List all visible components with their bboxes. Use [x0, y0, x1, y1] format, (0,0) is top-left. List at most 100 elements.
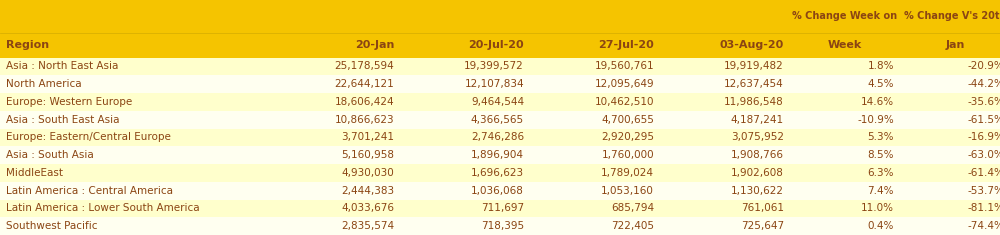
Bar: [0, 182, 270, 200]
Bar: [0, 129, 270, 146]
Text: 4,033,676: 4,033,676: [341, 203, 394, 213]
Bar: [660, 93, 790, 111]
Bar: [270, 129, 400, 146]
Bar: [400, 33, 530, 58]
Bar: [900, 200, 1000, 217]
Text: -63.0%: -63.0%: [967, 150, 1000, 160]
Bar: [270, 164, 400, 182]
Bar: [900, 146, 1000, 164]
Text: 10,462,510: 10,462,510: [594, 97, 654, 107]
Bar: [400, 146, 530, 164]
Bar: [530, 146, 660, 164]
Bar: [530, 217, 660, 235]
Text: -44.2%: -44.2%: [967, 79, 1000, 89]
Bar: [900, 93, 1000, 111]
Bar: [900, 58, 1000, 75]
Bar: [660, 217, 790, 235]
Text: Jan: Jan: [945, 40, 965, 50]
Text: North America: North America: [6, 79, 82, 89]
Bar: [270, 217, 400, 235]
Text: 1,902,608: 1,902,608: [731, 168, 784, 178]
Text: 761,061: 761,061: [741, 203, 784, 213]
Bar: [0, 164, 270, 182]
Bar: [530, 200, 660, 217]
Text: % Change V's 20th: % Change V's 20th: [904, 12, 1000, 21]
Bar: [790, 182, 900, 200]
Bar: [660, 75, 790, 93]
Bar: [790, 164, 900, 182]
Bar: [0, 146, 270, 164]
Text: 19,919,482: 19,919,482: [724, 61, 784, 71]
Text: Southwest Pacific: Southwest Pacific: [6, 221, 98, 231]
Text: 1,696,623: 1,696,623: [471, 168, 524, 178]
Text: 3,075,952: 3,075,952: [731, 132, 784, 142]
Bar: [400, 111, 530, 129]
Text: Europe: Eastern/Central Europe: Europe: Eastern/Central Europe: [6, 132, 171, 142]
Bar: [660, 129, 790, 146]
Text: 1,036,068: 1,036,068: [471, 186, 524, 196]
Text: 1,760,000: 1,760,000: [601, 150, 654, 160]
Text: Asia : South East Asia: Asia : South East Asia: [6, 115, 120, 125]
Bar: [530, 93, 660, 111]
Text: 19,399,572: 19,399,572: [464, 61, 524, 71]
Bar: [0, 200, 270, 217]
Bar: [0, 33, 270, 58]
Text: 3,701,241: 3,701,241: [341, 132, 394, 142]
Text: 725,647: 725,647: [741, 221, 784, 231]
Text: 2,746,286: 2,746,286: [471, 132, 524, 142]
Bar: [530, 58, 660, 75]
Text: -16.9%: -16.9%: [967, 132, 1000, 142]
Bar: [900, 217, 1000, 235]
Bar: [270, 33, 400, 58]
Text: Region: Region: [6, 40, 49, 50]
Text: -10.9%: -10.9%: [857, 115, 894, 125]
Text: -20.9%: -20.9%: [967, 61, 1000, 71]
Text: 4,366,565: 4,366,565: [471, 115, 524, 125]
Bar: [530, 129, 660, 146]
Text: 722,405: 722,405: [611, 221, 654, 231]
Text: 685,794: 685,794: [611, 203, 654, 213]
Bar: [270, 111, 400, 129]
Text: MiddleEast: MiddleEast: [6, 168, 63, 178]
Text: 4,930,030: 4,930,030: [341, 168, 394, 178]
Bar: [790, 129, 900, 146]
Bar: [900, 0, 1000, 33]
Text: 2,835,574: 2,835,574: [341, 221, 394, 231]
Text: 7.4%: 7.4%: [868, 186, 894, 196]
Bar: [660, 182, 790, 200]
Bar: [790, 217, 900, 235]
Text: 1.8%: 1.8%: [868, 61, 894, 71]
Bar: [400, 93, 530, 111]
Bar: [900, 182, 1000, 200]
Bar: [270, 200, 400, 217]
Text: 5,160,958: 5,160,958: [341, 150, 394, 160]
Bar: [790, 146, 900, 164]
Bar: [400, 75, 530, 93]
Bar: [660, 164, 790, 182]
Text: 12,095,649: 12,095,649: [594, 79, 654, 89]
Text: 11,986,548: 11,986,548: [724, 97, 784, 107]
Bar: [660, 146, 790, 164]
Bar: [0, 0, 270, 33]
Bar: [0, 111, 270, 129]
Text: 0.4%: 0.4%: [868, 221, 894, 231]
Text: 14.6%: 14.6%: [861, 97, 894, 107]
Bar: [0, 93, 270, 111]
Text: Asia : South Asia: Asia : South Asia: [6, 150, 94, 160]
Bar: [400, 58, 530, 75]
Text: Week: Week: [828, 40, 862, 50]
Text: Latin America : Central America: Latin America : Central America: [6, 186, 173, 196]
Text: Asia : North East Asia: Asia : North East Asia: [6, 61, 118, 71]
Bar: [270, 75, 400, 93]
Bar: [900, 75, 1000, 93]
Bar: [530, 75, 660, 93]
Bar: [0, 217, 270, 235]
Text: 718,395: 718,395: [481, 221, 524, 231]
Bar: [530, 164, 660, 182]
Text: 03-Aug-20: 03-Aug-20: [720, 40, 784, 50]
Bar: [790, 93, 900, 111]
Text: 1,896,904: 1,896,904: [471, 150, 524, 160]
Bar: [790, 33, 900, 58]
Bar: [270, 182, 400, 200]
Bar: [400, 217, 530, 235]
